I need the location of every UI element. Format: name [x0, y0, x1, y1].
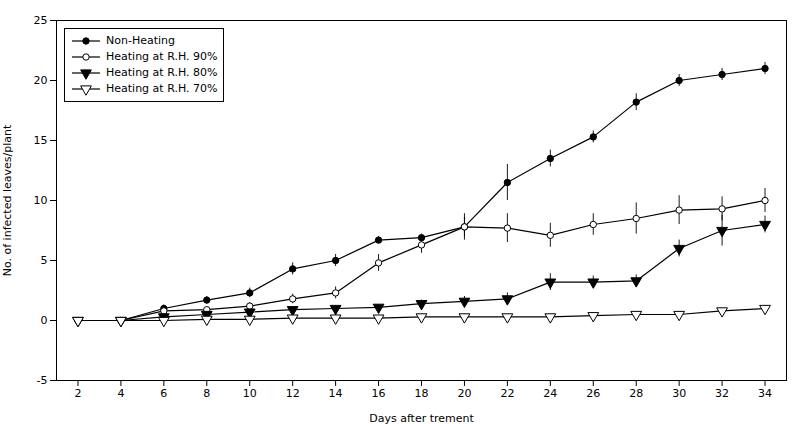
- svg-text:No. of infected leaves/plant: No. of infected leaves/plant: [1, 124, 14, 276]
- svg-text:16: 16: [372, 387, 386, 400]
- svg-text:10: 10: [34, 194, 48, 207]
- svg-text:12: 12: [286, 387, 300, 400]
- svg-text:-5: -5: [37, 374, 48, 387]
- svg-text:18: 18: [415, 387, 429, 400]
- html-text:Heating at R.H. 90%: Heating at R.H. 90%: [106, 50, 218, 63]
- svg-text:5: 5: [41, 254, 48, 267]
- svg-text:8: 8: [203, 387, 210, 400]
- svg-text:15: 15: [34, 134, 48, 147]
- svg-text:2: 2: [74, 387, 81, 400]
- svg-text:4: 4: [117, 387, 124, 400]
- svg-text:10: 10: [243, 387, 257, 400]
- svg-text:Days after trement: Days after trement: [369, 412, 474, 424]
- html-text:Heating at R.H. 70%: Heating at R.H. 70%: [106, 82, 218, 95]
- svg-text:34: 34: [758, 387, 772, 400]
- svg-text:24: 24: [543, 387, 557, 400]
- svg-text:20: 20: [34, 74, 48, 87]
- svg-text:22: 22: [500, 387, 514, 400]
- svg-text:0: 0: [41, 314, 48, 327]
- svg-text:32: 32: [715, 387, 729, 400]
- svg-text:14: 14: [329, 387, 343, 400]
- svg-text:25: 25: [34, 14, 48, 27]
- svg-text:6: 6: [160, 387, 167, 400]
- html-text:Heating at R.H. 80%: Heating at R.H. 80%: [106, 66, 218, 79]
- html-text:Non-Heating: Non-Heating: [106, 34, 175, 47]
- svg-text:28: 28: [629, 387, 643, 400]
- svg-text:30: 30: [672, 387, 686, 400]
- svg-text:26: 26: [586, 387, 600, 400]
- svg-text:20: 20: [457, 387, 471, 400]
